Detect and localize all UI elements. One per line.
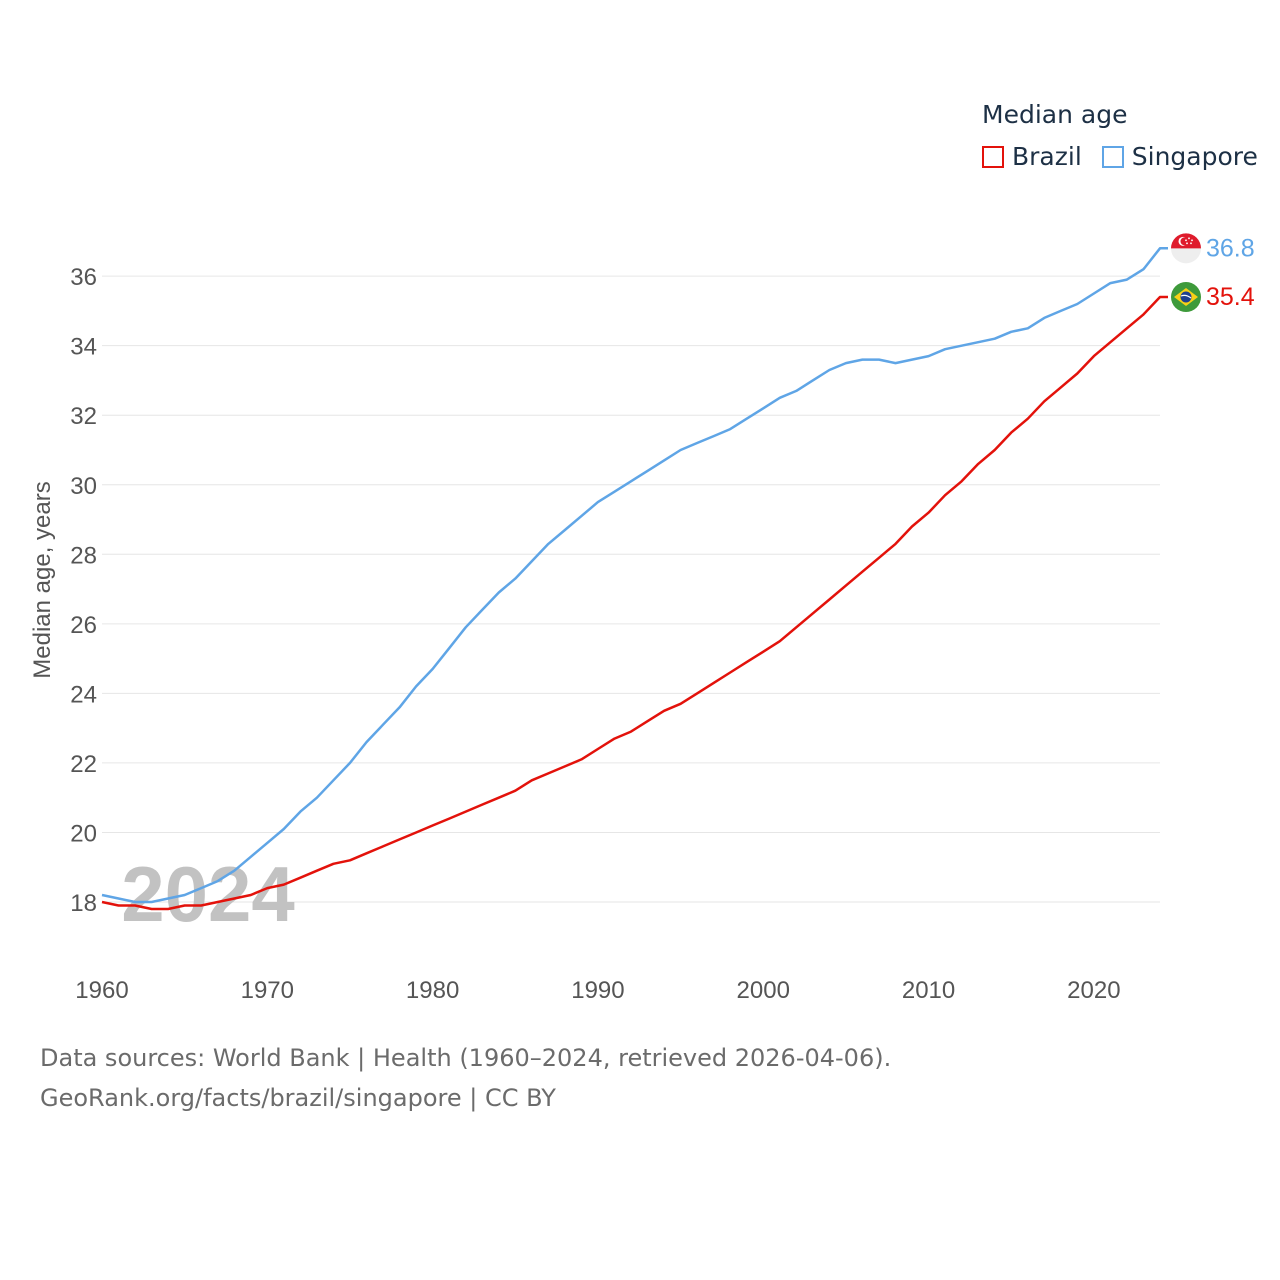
end-labels: 35.4 36.8	[1171, 233, 1255, 313]
legend-swatch-singapore	[1101, 145, 1124, 168]
y-tick-label: 28	[70, 542, 97, 569]
legend: Brazil Singapore	[982, 142, 1278, 171]
y-tick-label: 36	[70, 264, 97, 291]
x-tick-label: 1990	[571, 977, 624, 1004]
y-axis-ticks: 18 20 22 24 26 28 30 32 34 36	[70, 264, 97, 917]
y-tick-label: 26	[70, 612, 97, 639]
x-tick-label: 2010	[902, 977, 955, 1004]
year-watermark: 2024	[121, 850, 295, 938]
series-lines	[101, 247, 1168, 911]
legend-item-brazil[interactable]: Brazil	[982, 142, 1082, 171]
y-tick-label: 30	[70, 473, 97, 500]
legend-title: Median age	[982, 100, 1128, 129]
legend-label-singapore: Singapore	[1131, 142, 1258, 171]
end-label-brazil: 35.4	[1206, 283, 1255, 311]
y-tick-label: 18	[70, 890, 97, 917]
x-axis-ticks: 1960 1970 1980 1990 2000 2010 2020	[75, 977, 1120, 1004]
x-tick-label: 2000	[737, 977, 790, 1004]
legend-label-brazil: Brazil	[1012, 142, 1082, 171]
x-tick-label: 2020	[1067, 977, 1120, 1004]
legend-swatch-brazil	[982, 145, 1004, 168]
grid-lines	[102, 275, 1160, 903]
footer-sources: Data sources: World Bank | Health (1960–…	[40, 1044, 892, 1072]
y-tick-label: 20	[70, 820, 97, 847]
end-label-singapore: 36.8	[1206, 234, 1255, 262]
x-tick-label: 1980	[406, 977, 459, 1004]
y-tick-label: 22	[70, 751, 97, 778]
x-tick-label: 1960	[75, 977, 128, 1004]
legend-item-singapore[interactable]: Singapore	[1101, 142, 1258, 171]
y-axis-label: Median age, years	[29, 481, 56, 678]
x-tick-label: 1970	[241, 977, 294, 1004]
y-tick-label: 34	[70, 334, 97, 361]
singapore-flag-icon	[1171, 233, 1201, 264]
footer-attribution: GeoRank.org/facts/brazil/singapore | CC …	[40, 1084, 556, 1112]
series-line-brazil[interactable]	[101, 295, 1168, 911]
y-tick-label: 32	[70, 403, 97, 430]
y-tick-label: 24	[70, 681, 97, 708]
series-line-singapore[interactable]	[101, 247, 1168, 904]
brazil-flag-icon	[1171, 282, 1201, 313]
